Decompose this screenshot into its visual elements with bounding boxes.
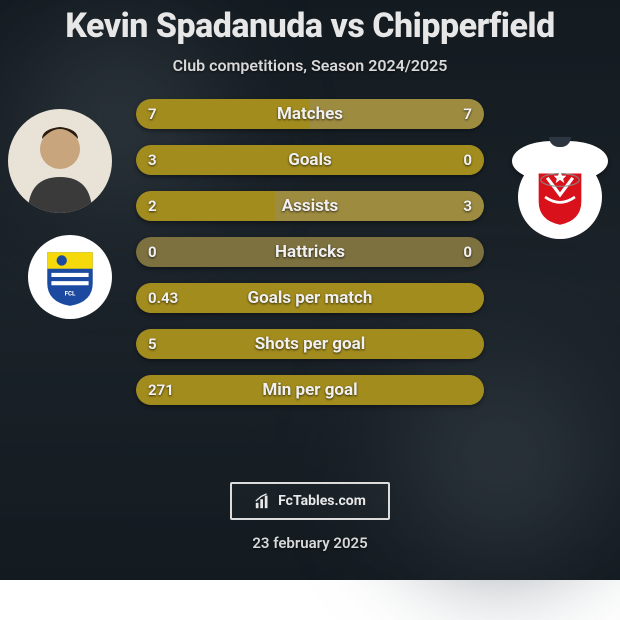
club-badge-right — [518, 155, 602, 239]
brand-text: FcTables.com — [278, 493, 366, 509]
stat-label: Matches — [136, 99, 484, 129]
club-crest-icon — [528, 165, 592, 229]
stat-bar: 5Shots per goal — [136, 329, 484, 359]
club-badge-left: FCL — [28, 235, 112, 319]
svg-text:FCL: FCL — [65, 290, 76, 298]
stat-label: Min per goal — [136, 375, 484, 405]
stat-bar: 271Min per goal — [136, 375, 484, 405]
stat-bar: 23Assists — [136, 191, 484, 221]
compare-zone: FCL 77Matches 30Goals 23Assists 00Hattricks… — [0, 99, 620, 476]
stat-label: Goals — [136, 145, 484, 175]
chart-icon — [254, 492, 272, 510]
page-title: Kevin Spadanuda vs Chipperfield — [65, 6, 555, 46]
stat-label: Hattricks — [136, 237, 484, 267]
stat-bar: 00Hattricks — [136, 237, 484, 267]
comparison-card: Kevin Spadanuda vs Chipperfield Club com… — [0, 0, 620, 580]
stat-bar: 0.43Goals per match — [136, 283, 484, 313]
player-photo-left — [8, 109, 112, 213]
stat-bar: 30Goals — [136, 145, 484, 175]
stat-label: Shots per goal — [136, 329, 484, 359]
avatar-placeholder-icon — [8, 109, 112, 213]
stat-label: Goals per match — [136, 283, 484, 313]
stat-bar: 77Matches — [136, 99, 484, 129]
club-crest-icon: FCL — [39, 246, 101, 308]
brand-badge[interactable]: FcTables.com — [230, 482, 390, 520]
date-label: 23 february 2025 — [252, 534, 367, 552]
page-subtitle: Club competitions, Season 2024/2025 — [173, 56, 448, 75]
stat-bars: 77Matches 30Goals 23Assists 00Hattricks 0.43… — [136, 99, 484, 421]
stat-label: Assists — [136, 191, 484, 221]
